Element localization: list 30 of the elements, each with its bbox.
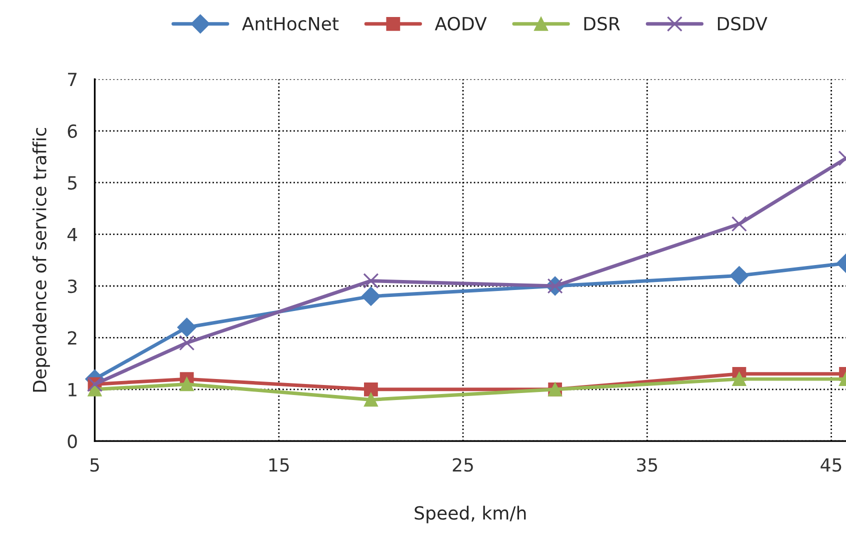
y-axis-title: Dependence of service traffic	[32, 128, 50, 392]
point	[180, 377, 194, 392]
y-tick-label: 2	[68, 331, 76, 345]
point	[361, 286, 380, 306]
y-tick-label: 1	[68, 383, 76, 396]
x-tick-label: 45	[820, 458, 842, 472]
point	[88, 382, 102, 396]
point	[364, 382, 378, 396]
x-tick-label: 35	[637, 458, 658, 472]
x-tick-label: 25	[452, 458, 473, 472]
point	[179, 335, 195, 351]
x-axis-title: Speed, km/h	[414, 506, 526, 524]
legend-label: AntHocNet	[242, 17, 339, 30]
point	[730, 266, 749, 286]
x-tick-label: 5	[90, 458, 99, 472]
y-tick-label: 4	[67, 228, 78, 242]
y-tick-label: 0	[68, 434, 77, 448]
y-tick-label: 5	[68, 176, 77, 190]
y-tick-label: 7	[68, 72, 77, 86]
y-tick-label: 3	[68, 279, 77, 294]
x-tick-label: 15	[269, 458, 289, 472]
point	[732, 372, 746, 386]
legend-label: AODV	[434, 16, 487, 30]
point	[731, 216, 747, 232]
point	[177, 318, 196, 337]
legend-label: DSDV	[718, 16, 768, 30]
point	[364, 392, 378, 407]
legend-label: DSR	[584, 16, 620, 30]
y-tick-label: 6	[68, 124, 77, 138]
point	[363, 273, 379, 289]
